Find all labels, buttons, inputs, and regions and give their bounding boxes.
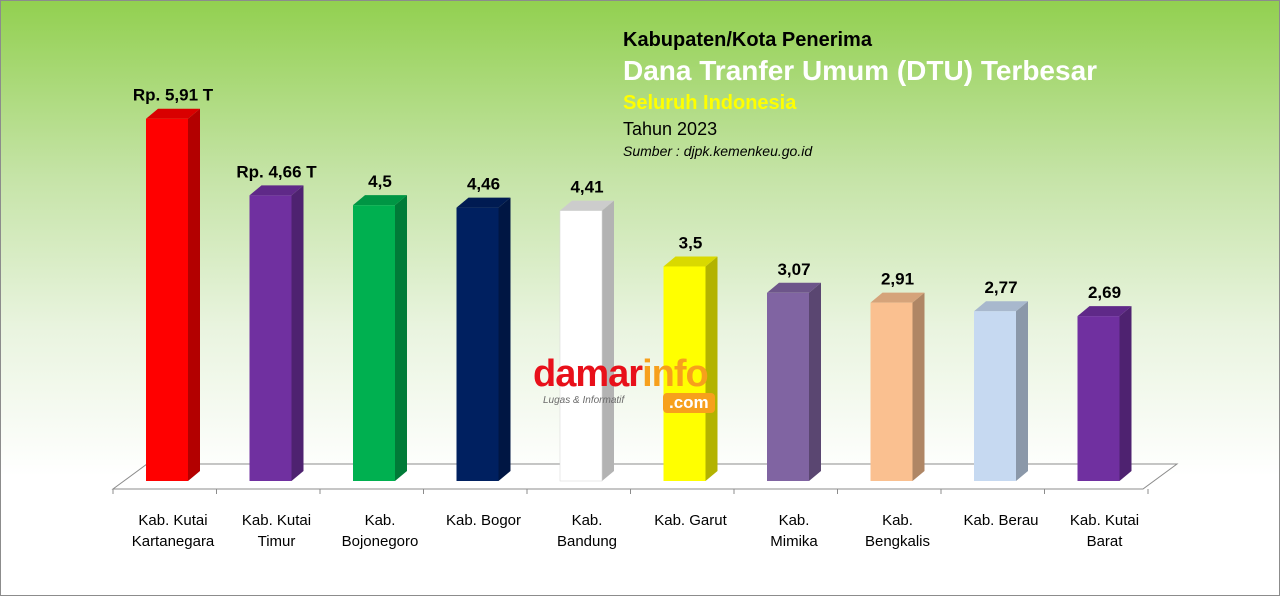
- category-label: Kab. Kutai Timur: [242, 512, 311, 550]
- category-label: Kab. Mimika: [770, 512, 818, 550]
- category-label-line: Barat: [1087, 533, 1124, 550]
- data-label: Rp. 5,91 T: [133, 86, 214, 105]
- bar-side: [602, 200, 614, 482]
- category-label-line: Timur: [258, 533, 296, 550]
- watermark-tagline: Lugas & Informatif: [543, 395, 625, 406]
- bar-front: [146, 118, 188, 481]
- category-label-line: Kab.: [882, 512, 913, 529]
- bar-top: [146, 108, 200, 119]
- bar-front: [663, 266, 706, 481]
- bar: [146, 108, 200, 481]
- data-label: 4,41: [570, 178, 603, 197]
- data-label: 2,69: [1088, 283, 1121, 302]
- bar-side: [705, 256, 718, 481]
- category-label: Kab. Kutai Barat: [1070, 512, 1139, 550]
- watermark-suffix: .com: [663, 393, 715, 413]
- chart-title-block: Kabupaten/Kota Penerima Dana Tranfer Umu…: [623, 27, 1097, 161]
- bar: [767, 282, 821, 481]
- category-label: Kab. Kutai Kartanegara: [132, 512, 215, 550]
- chart-year: Tahun 2023: [623, 119, 718, 139]
- data-label: 3,07: [777, 260, 810, 279]
- bar-top: [456, 197, 511, 208]
- chart-subtitle-region: Seluruh Indonesia: [623, 92, 797, 114]
- category-label-line: Kab. Garut: [654, 512, 727, 529]
- bar-side: [188, 108, 200, 481]
- bar: [663, 256, 718, 481]
- bar: [870, 292, 925, 481]
- category-label: Kab. Garut: [654, 512, 727, 529]
- bar-side: [498, 197, 511, 482]
- bar: [974, 301, 1028, 481]
- chart-source: Sumber : djpk.kemenkeu.go.id: [623, 143, 813, 159]
- data-labels-group: Rp. 5,91 T Rp. 4,66 T 4,5 4,46 4,41 3,5 3,07 2,…: [133, 86, 1121, 302]
- watermark-wordmark: damarinfo: [533, 353, 709, 395]
- bar-side: [1119, 306, 1132, 481]
- bar-front: [559, 210, 603, 482]
- bar-top: [1077, 306, 1132, 317]
- watermark-part2: info: [642, 353, 709, 395]
- bar-top: [249, 185, 304, 196]
- category-label-line: Kab. Kutai: [1070, 512, 1139, 529]
- bar-top: [870, 292, 925, 303]
- bar: [249, 185, 304, 482]
- category-label-line: Kab. Kutai: [138, 512, 207, 529]
- data-label: Rp. 4,66 T: [236, 162, 317, 181]
- category-label: Kab. Berau: [963, 512, 1038, 529]
- bar-side: [912, 292, 925, 481]
- bar: [1077, 306, 1132, 481]
- chart-title-main: Dana Tranfer Umum (DTU) Terbesar: [623, 55, 1098, 86]
- watermark-part1: damar: [533, 353, 643, 395]
- category-label: Kab. Bengkalis: [865, 512, 930, 550]
- data-label: 2,91: [881, 270, 914, 289]
- category-label-line: Kab. Kutai: [242, 512, 311, 529]
- bar-front: [974, 311, 1016, 481]
- bar-side: [1016, 301, 1028, 481]
- data-label: 2,77: [984, 278, 1017, 297]
- category-label-line: Bandung: [557, 533, 617, 550]
- bar-side: [395, 195, 407, 481]
- bars-group: [146, 108, 1132, 482]
- bar: [353, 195, 407, 481]
- category-label-line: Kab.: [779, 512, 810, 529]
- category-label-line: Kartanegara: [132, 533, 215, 550]
- bar-top: [767, 282, 821, 293]
- category-label-line: Kab.: [572, 512, 603, 529]
- bar-front: [767, 292, 809, 481]
- category-label-line: Mimika: [770, 533, 818, 550]
- bar: [559, 200, 614, 482]
- bar-side: [291, 185, 304, 482]
- category-label-line: Bengkalis: [865, 533, 930, 550]
- category-label: Kab. Bojonegoro: [342, 512, 419, 550]
- bar-front: [456, 207, 499, 482]
- category-label-line: Bojonegoro: [342, 533, 419, 550]
- data-label: 4,46: [467, 175, 500, 194]
- bar-top: [353, 195, 407, 206]
- bar-top: [663, 256, 718, 267]
- data-label: 4,5: [368, 172, 392, 191]
- chart-title-line1: Kabupaten/Kota Penerima: [623, 29, 872, 51]
- category-label-line: Kab. Berau: [963, 512, 1038, 529]
- category-label: Kab. Bogor: [446, 512, 521, 529]
- bar-side: [809, 282, 821, 481]
- bar-front: [870, 302, 913, 481]
- category-label: Kab. Bandung: [557, 512, 617, 550]
- category-label-line: Kab. Bogor: [446, 512, 521, 529]
- bar-front: [1077, 316, 1120, 481]
- bar-top: [560, 200, 614, 211]
- bar-top: [974, 301, 1028, 312]
- bar-front: [249, 195, 292, 482]
- bar-front: [353, 205, 395, 481]
- watermark-logo: damarinfo Lugas & Informatif .com: [533, 353, 738, 417]
- data-label: 3,5: [679, 233, 703, 252]
- bar: [456, 197, 511, 482]
- category-label-line: Kab.: [365, 512, 396, 529]
